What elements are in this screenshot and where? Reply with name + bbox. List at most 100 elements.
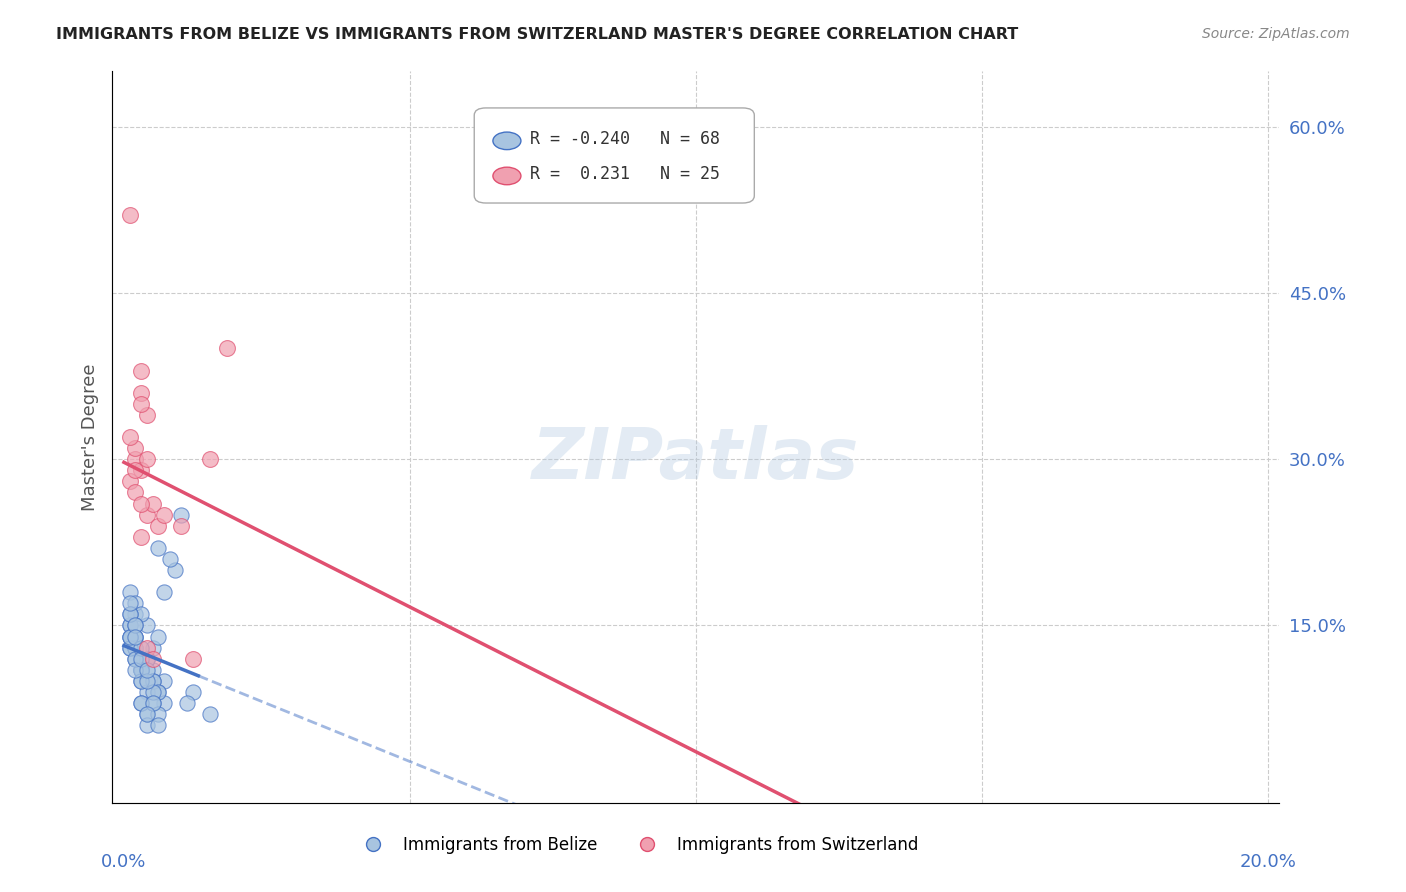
Point bbox=[124, 452, 146, 467]
Point bbox=[141, 696, 163, 710]
Point bbox=[118, 607, 141, 622]
Point bbox=[124, 630, 146, 644]
Point bbox=[148, 541, 170, 555]
Point bbox=[118, 585, 141, 599]
Legend: Immigrants from Belize, Immigrants from Switzerland: Immigrants from Belize, Immigrants from … bbox=[350, 829, 925, 860]
Point bbox=[181, 685, 204, 699]
Point bbox=[148, 685, 170, 699]
Point bbox=[129, 663, 152, 677]
Point bbox=[118, 630, 141, 644]
Point bbox=[181, 651, 204, 665]
Text: 20.0%: 20.0% bbox=[1240, 853, 1296, 871]
Point bbox=[135, 651, 157, 665]
Point bbox=[135, 685, 157, 699]
Point bbox=[129, 696, 152, 710]
Point bbox=[198, 707, 221, 722]
Point bbox=[153, 508, 176, 522]
Point bbox=[124, 607, 146, 622]
Point bbox=[118, 209, 141, 223]
Circle shape bbox=[494, 132, 520, 150]
Point bbox=[135, 651, 157, 665]
Text: 0.0%: 0.0% bbox=[101, 853, 146, 871]
Point bbox=[141, 696, 163, 710]
Point bbox=[118, 618, 141, 632]
Point bbox=[198, 452, 221, 467]
Point bbox=[141, 651, 163, 665]
Point bbox=[129, 663, 152, 677]
Point bbox=[124, 651, 146, 665]
Point bbox=[148, 630, 170, 644]
Point bbox=[165, 563, 187, 577]
Text: R =  0.231   N = 25: R = 0.231 N = 25 bbox=[530, 166, 720, 184]
Point bbox=[135, 508, 157, 522]
Point bbox=[135, 673, 157, 688]
Point bbox=[118, 475, 141, 489]
Point bbox=[170, 518, 193, 533]
Point bbox=[129, 385, 152, 400]
Point bbox=[135, 618, 157, 632]
Point bbox=[129, 607, 152, 622]
Point bbox=[148, 685, 170, 699]
Point bbox=[129, 363, 152, 377]
Point bbox=[141, 685, 163, 699]
Y-axis label: Master's Degree: Master's Degree bbox=[80, 363, 98, 511]
Point bbox=[118, 640, 141, 655]
Point bbox=[124, 640, 146, 655]
Point bbox=[124, 463, 146, 477]
Point bbox=[129, 663, 152, 677]
Point bbox=[124, 596, 146, 610]
Point bbox=[129, 640, 152, 655]
Point bbox=[124, 618, 146, 632]
Text: R = -0.240   N = 68: R = -0.240 N = 68 bbox=[530, 130, 720, 148]
Point bbox=[124, 663, 146, 677]
Point bbox=[129, 673, 152, 688]
FancyBboxPatch shape bbox=[474, 108, 754, 203]
Point bbox=[124, 630, 146, 644]
Point bbox=[170, 508, 193, 522]
Point bbox=[129, 696, 152, 710]
Point bbox=[118, 596, 141, 610]
Point bbox=[135, 718, 157, 732]
Point bbox=[135, 640, 157, 655]
Point bbox=[118, 618, 141, 632]
Point bbox=[215, 342, 238, 356]
Point bbox=[129, 530, 152, 544]
Point bbox=[135, 707, 157, 722]
Point bbox=[148, 707, 170, 722]
Point bbox=[129, 651, 152, 665]
Point bbox=[153, 585, 176, 599]
Text: ZIPatlas: ZIPatlas bbox=[533, 425, 859, 493]
Point bbox=[118, 630, 141, 644]
Point bbox=[153, 673, 176, 688]
Text: Source: ZipAtlas.com: Source: ZipAtlas.com bbox=[1202, 27, 1350, 41]
Point bbox=[135, 452, 157, 467]
Point bbox=[118, 430, 141, 444]
Point bbox=[135, 651, 157, 665]
Point bbox=[129, 663, 152, 677]
Point bbox=[118, 640, 141, 655]
Point bbox=[135, 408, 157, 422]
Point bbox=[129, 463, 152, 477]
Circle shape bbox=[494, 167, 520, 185]
Text: IMMIGRANTS FROM BELIZE VS IMMIGRANTS FROM SWITZERLAND MASTER'S DEGREE CORRELATIO: IMMIGRANTS FROM BELIZE VS IMMIGRANTS FRO… bbox=[56, 27, 1018, 42]
Point bbox=[124, 640, 146, 655]
Point bbox=[124, 485, 146, 500]
Point bbox=[129, 497, 152, 511]
Point bbox=[141, 663, 163, 677]
Point bbox=[153, 696, 176, 710]
Point bbox=[135, 707, 157, 722]
Point bbox=[118, 607, 141, 622]
Point bbox=[124, 630, 146, 644]
Point bbox=[148, 718, 170, 732]
Point bbox=[124, 618, 146, 632]
Point bbox=[141, 497, 163, 511]
Point bbox=[141, 673, 163, 688]
Point bbox=[141, 673, 163, 688]
Point bbox=[176, 696, 198, 710]
Point bbox=[124, 441, 146, 455]
Point bbox=[141, 640, 163, 655]
Point bbox=[159, 552, 181, 566]
Point bbox=[124, 651, 146, 665]
Point bbox=[135, 663, 157, 677]
Point bbox=[129, 673, 152, 688]
